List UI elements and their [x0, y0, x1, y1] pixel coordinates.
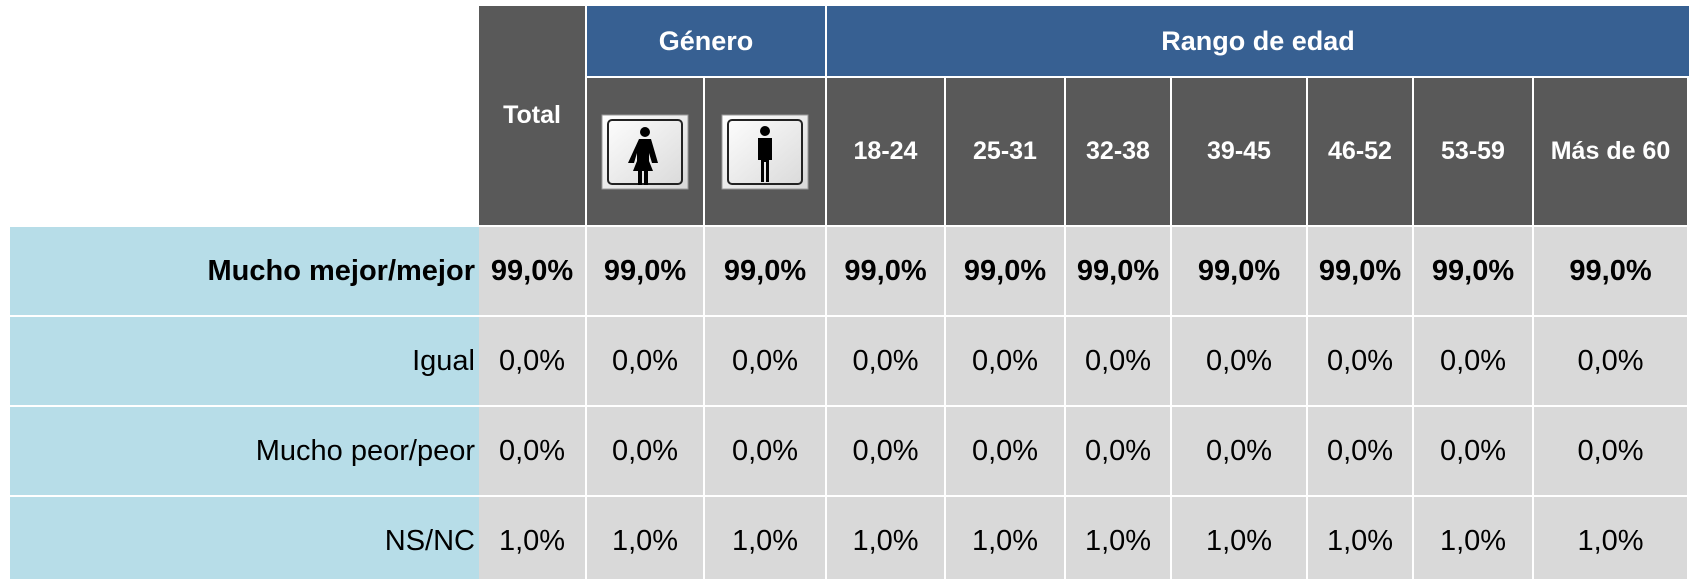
value-cell: 1,0%	[827, 497, 944, 579]
value-cell: 99,0%	[1172, 227, 1306, 315]
value-cell: 99,0%	[1066, 227, 1170, 315]
value-cell: 0,0%	[587, 317, 703, 405]
group-header: Género	[587, 6, 825, 76]
value-cell: 0,0%	[946, 317, 1064, 405]
female-header	[587, 78, 703, 225]
value-cell: 1,0%	[705, 497, 825, 579]
age-header: 46-52	[1308, 78, 1412, 225]
female-icon	[601, 114, 689, 189]
value-cell: 1,0%	[1172, 497, 1306, 579]
row-label: NS/NC	[10, 497, 479, 579]
value-cell: 0,0%	[479, 407, 585, 495]
age-header: 18-24	[827, 78, 944, 225]
value-cell: 99,0%	[1308, 227, 1412, 315]
value-cell: 99,0%	[827, 227, 944, 315]
row-label: Igual	[10, 317, 479, 405]
male-header	[705, 78, 825, 225]
value-cell: 99,0%	[479, 227, 585, 315]
value-cell: 0,0%	[1172, 407, 1306, 495]
value-cell: 0,0%	[705, 317, 825, 405]
value-cell: 1,0%	[946, 497, 1064, 579]
value-cell: 0,0%	[1066, 317, 1170, 405]
total-header: Total	[479, 6, 585, 225]
male-icon	[721, 114, 809, 189]
value-cell: 0,0%	[827, 317, 944, 405]
value-cell: 1,0%	[479, 497, 585, 579]
value-cell: 0,0%	[827, 407, 944, 495]
value-cell: 1,0%	[587, 497, 703, 579]
value-cell: 99,0%	[1414, 227, 1532, 315]
value-cell: 0,0%	[705, 407, 825, 495]
value-cell: 0,0%	[946, 407, 1064, 495]
value-cell: 0,0%	[1172, 317, 1306, 405]
value-cell: 99,0%	[705, 227, 825, 315]
value-cell: 0,0%	[1534, 407, 1687, 495]
value-cell: 1,0%	[1066, 497, 1170, 579]
value-cell: 1,0%	[1414, 497, 1532, 579]
value-cell: 0,0%	[1534, 317, 1687, 405]
value-cell: 99,0%	[1534, 227, 1687, 315]
group-header: Rango de edad	[827, 6, 1689, 76]
value-cell: 99,0%	[587, 227, 703, 315]
value-cell: 0,0%	[587, 407, 703, 495]
value-cell: 0,0%	[1308, 317, 1412, 405]
age-header: Más de 60	[1534, 78, 1687, 225]
value-cell: 99,0%	[946, 227, 1064, 315]
value-cell: 0,0%	[479, 317, 585, 405]
age-header: 53-59	[1414, 78, 1532, 225]
value-cell: 1,0%	[1534, 497, 1687, 579]
age-header: 32-38	[1066, 78, 1170, 225]
value-cell: 0,0%	[1414, 317, 1532, 405]
age-header: 39-45	[1172, 78, 1306, 225]
value-cell: 0,0%	[1414, 407, 1532, 495]
value-cell: 1,0%	[1308, 497, 1412, 579]
age-header: 25-31	[946, 78, 1064, 225]
value-cell: 0,0%	[1308, 407, 1412, 495]
row-label: Mucho mejor/mejor	[10, 227, 479, 315]
value-cell: 0,0%	[1066, 407, 1170, 495]
row-label: Mucho peor/peor	[10, 407, 479, 495]
